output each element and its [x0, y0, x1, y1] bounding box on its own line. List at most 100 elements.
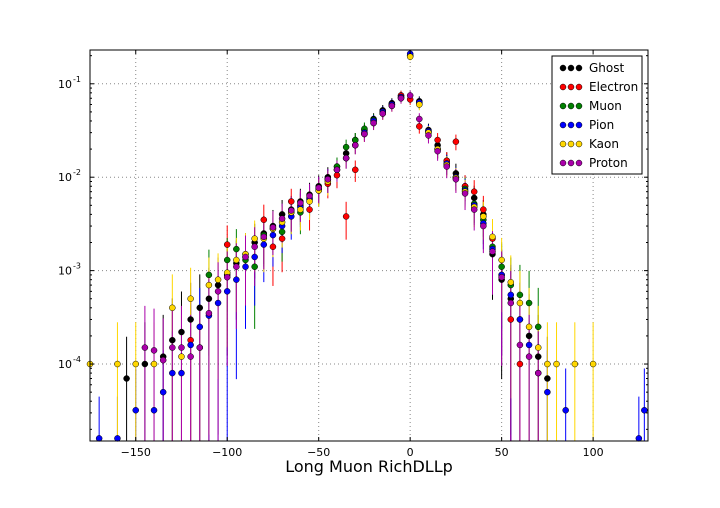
data-point [169, 344, 176, 351]
data-point [516, 291, 524, 299]
data-point [324, 176, 332, 183]
legend-marker [575, 121, 583, 129]
data-point [178, 353, 185, 360]
data-point [260, 216, 268, 224]
y-tick-exponent: -4 [73, 355, 81, 364]
x-tick-label: 100 [583, 446, 604, 459]
legend-marker [559, 64, 567, 72]
data-point [205, 295, 213, 302]
data-point [251, 263, 258, 271]
legend-marker [567, 102, 575, 110]
series-proton [141, 92, 542, 377]
data-point [251, 253, 258, 261]
legend-label: Electron [589, 80, 638, 94]
data-point [297, 206, 304, 213]
data-point [150, 360, 158, 368]
data-point [214, 276, 222, 283]
data-point [434, 147, 441, 155]
legend-label: Pion [589, 118, 614, 132]
data-point [525, 299, 533, 307]
data-point [214, 299, 222, 307]
data-point [562, 407, 569, 414]
data-point [278, 228, 286, 236]
data-point [178, 328, 185, 336]
data-point [269, 231, 277, 239]
data-point [425, 132, 432, 139]
data-point [516, 316, 524, 323]
data-point [233, 263, 240, 271]
data-point [589, 360, 597, 368]
data-point [370, 119, 377, 127]
legend-marker [575, 102, 583, 110]
legend-marker [559, 159, 567, 167]
data-point [470, 188, 478, 195]
y-tick-label: 10 [58, 171, 72, 184]
data-point [406, 53, 414, 60]
data-point [150, 407, 158, 414]
data-point [333, 171, 341, 179]
data-point [470, 206, 478, 213]
y-tick-label: 10 [58, 358, 72, 371]
data-point [196, 304, 204, 312]
data-point [379, 110, 386, 117]
data-point [544, 388, 551, 396]
data-point [260, 233, 268, 241]
data-point [534, 323, 542, 331]
data-point [223, 241, 231, 248]
data-point [525, 332, 533, 340]
data-point [223, 256, 231, 264]
data-point [306, 206, 313, 213]
legend-marker [559, 102, 567, 110]
data-point [141, 360, 149, 368]
data-point [287, 207, 295, 214]
data-point [388, 102, 396, 110]
data-point [342, 213, 350, 220]
data-point [123, 375, 130, 382]
data-point [333, 166, 341, 174]
legend-box [551, 55, 643, 175]
data-point [498, 263, 505, 271]
data-point [95, 435, 103, 442]
data-point [169, 304, 176, 312]
data-point [452, 138, 460, 145]
x-axis-label: Long Muon RichDLLp [285, 457, 453, 476]
data-point [534, 344, 542, 351]
data-point [544, 360, 551, 368]
legend-marker [567, 121, 575, 129]
legend-label: Ghost [589, 61, 624, 75]
data-point [178, 369, 185, 377]
legend-marker [567, 140, 575, 148]
data-point [361, 130, 368, 138]
data-point [443, 163, 451, 170]
data-point [233, 276, 240, 283]
data-point [342, 154, 350, 162]
data-point [352, 166, 359, 174]
data-point [498, 273, 505, 281]
data-point [150, 347, 158, 354]
data-point [132, 407, 139, 414]
data-point [489, 248, 496, 255]
data-point [205, 281, 213, 289]
data-point [406, 92, 414, 99]
data-point [470, 194, 478, 202]
data-point [507, 279, 515, 286]
data-point [480, 206, 487, 213]
data-point [397, 95, 405, 102]
data-point [187, 341, 194, 349]
data-point [553, 360, 560, 368]
data-points [86, 50, 648, 442]
legend: Ghost Electron Muon Pion Kaon Proton [551, 55, 643, 175]
data-point [278, 235, 286, 242]
data-point [507, 291, 515, 299]
data-point [269, 224, 277, 231]
data-point [306, 192, 313, 200]
data-point [507, 299, 515, 307]
legend-marker [559, 140, 567, 148]
data-point [525, 341, 533, 349]
data-point [114, 360, 121, 368]
x-tick-label: 0 [407, 446, 414, 459]
legend-marker [575, 83, 583, 91]
data-point [498, 256, 505, 264]
data-point [114, 435, 121, 442]
